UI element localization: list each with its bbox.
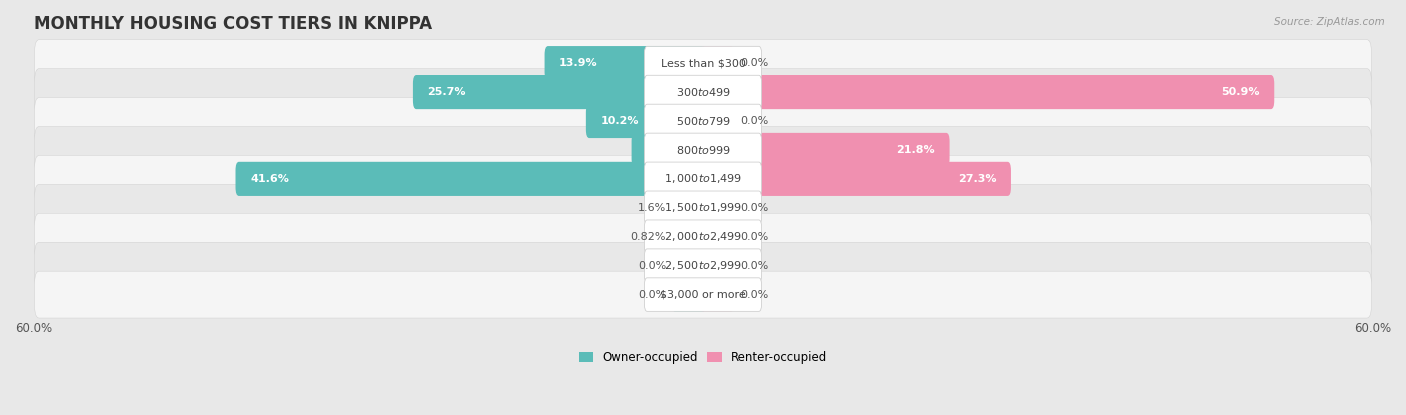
Text: 0.0%: 0.0% xyxy=(638,290,666,300)
FancyBboxPatch shape xyxy=(700,46,734,80)
FancyBboxPatch shape xyxy=(700,249,734,283)
Text: 50.9%: 50.9% xyxy=(1222,87,1260,97)
Text: $2,000 to $2,499: $2,000 to $2,499 xyxy=(664,230,742,243)
Text: 0.0%: 0.0% xyxy=(740,58,768,68)
FancyBboxPatch shape xyxy=(644,46,762,80)
Text: Source: ZipAtlas.com: Source: ZipAtlas.com xyxy=(1274,17,1385,27)
Text: Less than $300: Less than $300 xyxy=(661,58,745,68)
Text: $300 to $499: $300 to $499 xyxy=(675,86,731,98)
Text: 25.7%: 25.7% xyxy=(427,87,465,97)
FancyBboxPatch shape xyxy=(644,162,762,195)
Text: $1,500 to $1,999: $1,500 to $1,999 xyxy=(664,201,742,214)
FancyBboxPatch shape xyxy=(35,127,1371,173)
Text: 0.0%: 0.0% xyxy=(740,116,768,126)
FancyBboxPatch shape xyxy=(35,271,1371,318)
FancyBboxPatch shape xyxy=(700,191,734,225)
FancyBboxPatch shape xyxy=(544,46,706,80)
FancyBboxPatch shape xyxy=(700,133,949,167)
Text: MONTHLY HOUSING COST TIERS IN KNIPPA: MONTHLY HOUSING COST TIERS IN KNIPPA xyxy=(34,15,432,33)
Text: 41.6%: 41.6% xyxy=(250,174,288,184)
FancyBboxPatch shape xyxy=(672,220,706,254)
FancyBboxPatch shape xyxy=(35,242,1371,289)
FancyBboxPatch shape xyxy=(700,278,734,312)
Text: 21.8%: 21.8% xyxy=(897,145,935,155)
Legend: Owner-occupied, Renter-occupied: Owner-occupied, Renter-occupied xyxy=(574,347,832,369)
FancyBboxPatch shape xyxy=(644,133,762,167)
FancyBboxPatch shape xyxy=(35,213,1371,260)
FancyBboxPatch shape xyxy=(700,162,1011,196)
FancyBboxPatch shape xyxy=(644,278,762,311)
Text: 1.6%: 1.6% xyxy=(638,203,666,213)
FancyBboxPatch shape xyxy=(35,98,1371,144)
FancyBboxPatch shape xyxy=(672,249,706,283)
FancyBboxPatch shape xyxy=(672,191,706,225)
Text: 0.0%: 0.0% xyxy=(740,290,768,300)
Text: 0.0%: 0.0% xyxy=(638,261,666,271)
FancyBboxPatch shape xyxy=(644,75,762,109)
FancyBboxPatch shape xyxy=(700,75,1274,109)
FancyBboxPatch shape xyxy=(35,184,1371,231)
FancyBboxPatch shape xyxy=(700,220,734,254)
Text: $2,500 to $2,999: $2,500 to $2,999 xyxy=(664,259,742,272)
FancyBboxPatch shape xyxy=(644,191,762,225)
Text: 0.0%: 0.0% xyxy=(740,203,768,213)
FancyBboxPatch shape xyxy=(644,220,762,254)
FancyBboxPatch shape xyxy=(700,104,734,138)
Text: $500 to $799: $500 to $799 xyxy=(675,115,731,127)
FancyBboxPatch shape xyxy=(35,40,1371,87)
Text: $3,000 or more: $3,000 or more xyxy=(661,290,745,300)
Text: 27.3%: 27.3% xyxy=(957,174,997,184)
Text: 0.0%: 0.0% xyxy=(740,261,768,271)
FancyBboxPatch shape xyxy=(631,133,706,167)
FancyBboxPatch shape xyxy=(236,162,706,196)
Text: 0.0%: 0.0% xyxy=(740,232,768,242)
FancyBboxPatch shape xyxy=(644,249,762,283)
Text: 10.2%: 10.2% xyxy=(600,116,638,126)
Text: 0.82%: 0.82% xyxy=(631,232,666,242)
FancyBboxPatch shape xyxy=(586,104,706,138)
FancyBboxPatch shape xyxy=(672,278,706,312)
FancyBboxPatch shape xyxy=(644,104,762,138)
Text: 6.1%: 6.1% xyxy=(647,145,678,155)
Text: 13.9%: 13.9% xyxy=(560,58,598,68)
FancyBboxPatch shape xyxy=(35,156,1371,202)
Text: $1,000 to $1,499: $1,000 to $1,499 xyxy=(664,172,742,186)
FancyBboxPatch shape xyxy=(35,68,1371,115)
Text: $800 to $999: $800 to $999 xyxy=(675,144,731,156)
FancyBboxPatch shape xyxy=(413,75,706,109)
